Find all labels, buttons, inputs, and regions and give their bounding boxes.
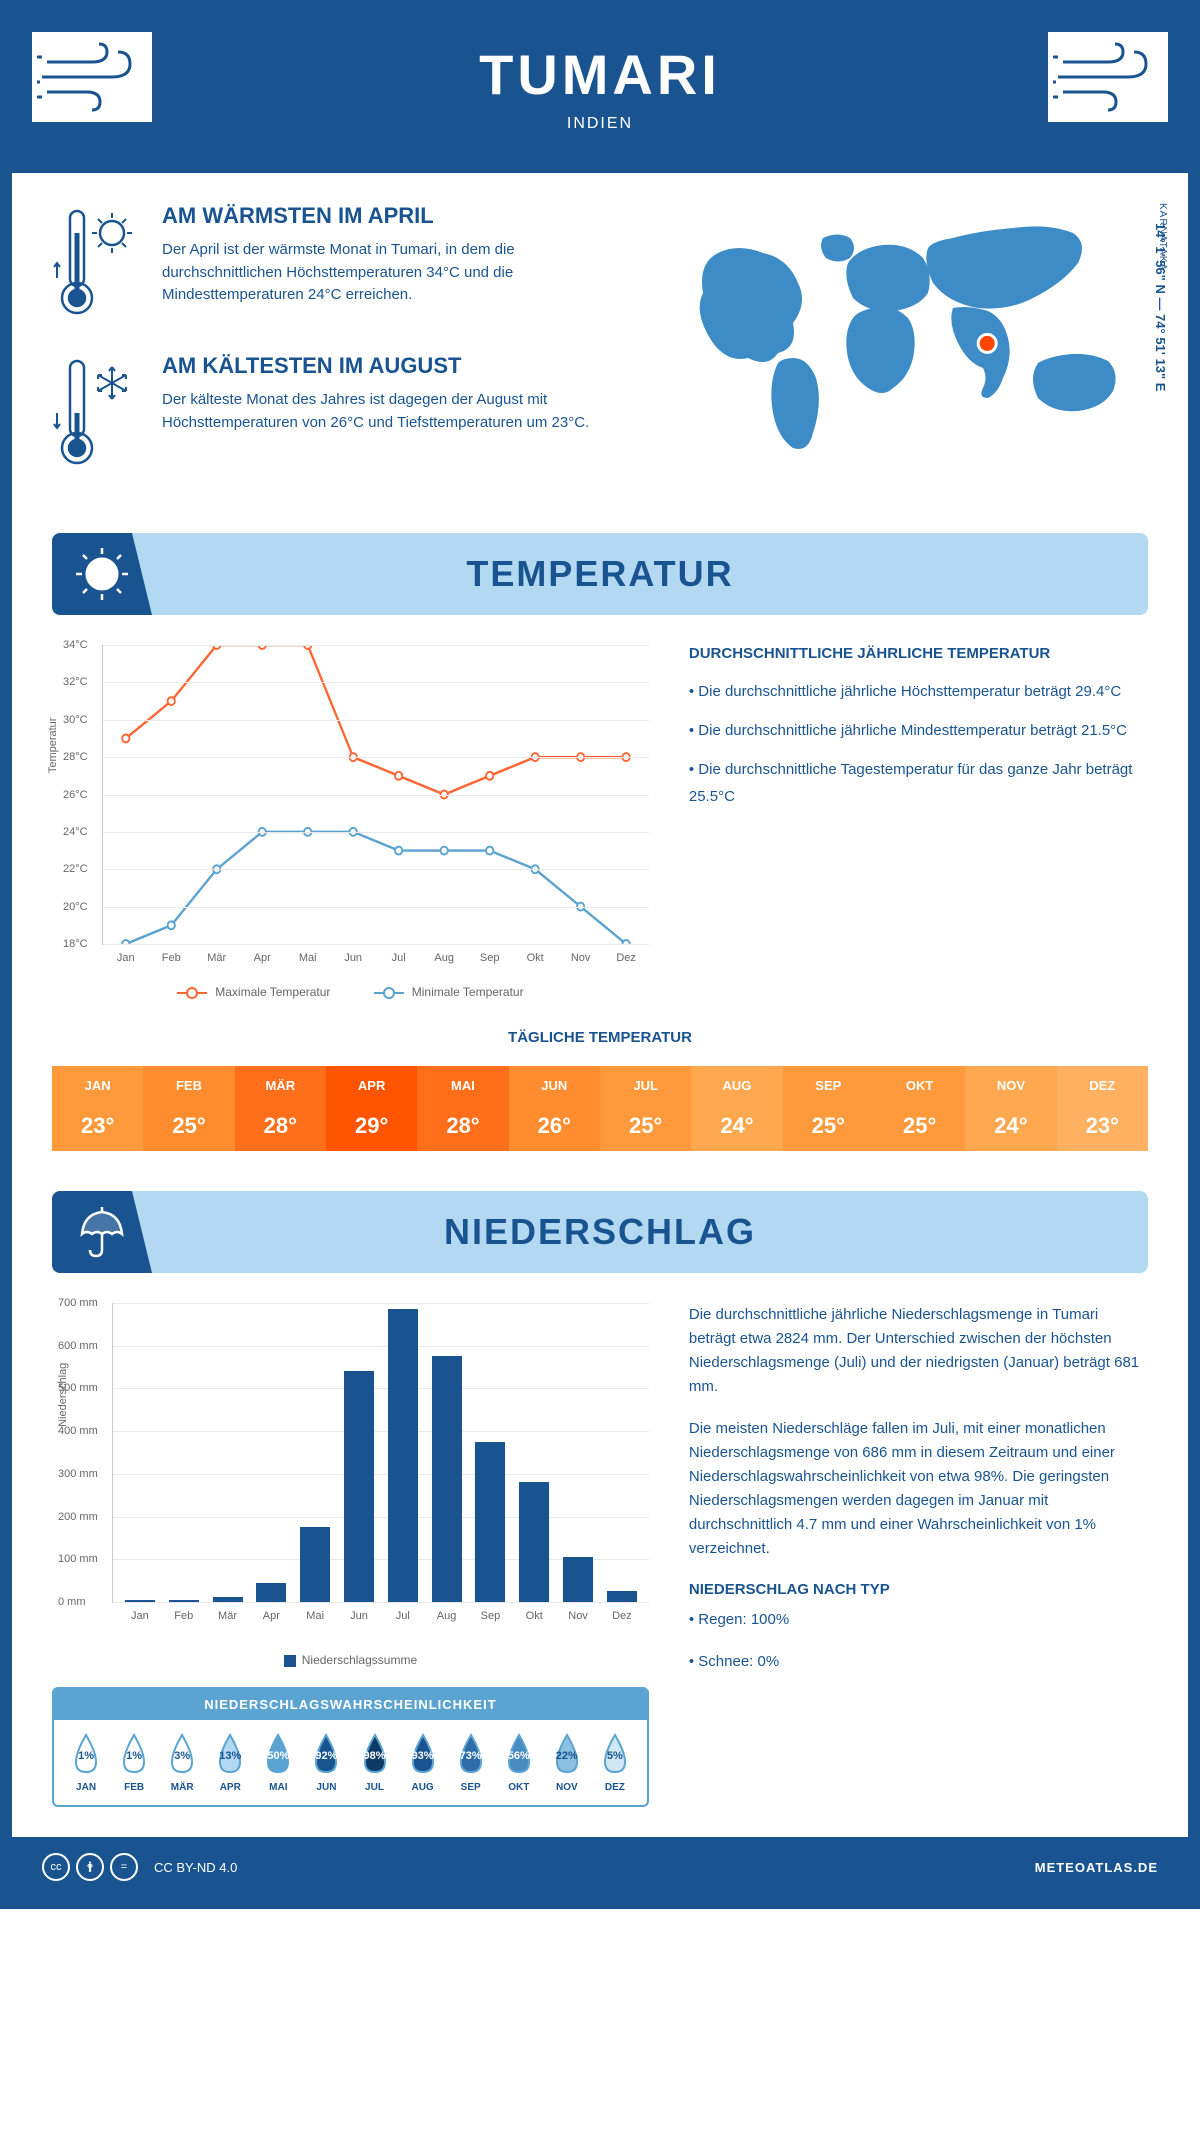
daily-temp-title: TÄGLICHE TEMPERATUR [52, 1029, 1148, 1046]
temp-table-cell: JUL25° [600, 1066, 691, 1151]
coldest-text: Der kälteste Monat des Jahres ist dagege… [162, 389, 628, 434]
temperature-line-chart: Temperatur 18°C20°C22°C24°C26°C28°C30°C3… [102, 645, 649, 945]
temp-table-cell: JAN23° [52, 1066, 143, 1151]
precip-type-title: NIEDERSCHLAG NACH TYP [689, 1581, 1148, 1598]
precip-type-snow: • Schnee: 0% [689, 1650, 1148, 1674]
prob-cell: 22% NOV [543, 1732, 591, 1793]
bar-legend-text: Niederschlagssumme [302, 1653, 417, 1667]
wind-icon [1048, 32, 1168, 122]
daily-temp-table: JAN23°FEB25°MÄR28°APR29°MAI28°JUN26°JUL2… [52, 1066, 1148, 1151]
precipitation-probability-box: NIEDERSCHLAGSWAHRSCHEINLICHKEIT 1% JAN 1… [52, 1687, 649, 1807]
coldest-title: AM KÄLTESTEN IM AUGUST [162, 353, 628, 379]
precip-type-rain: • Regen: 100% [689, 1608, 1148, 1632]
precip-bar: Jul [388, 1309, 418, 1602]
prob-cell: 98% JUL [350, 1732, 398, 1793]
precip-bar: Nov [563, 1557, 593, 1602]
precipitation-banner: NIEDERSCHLAG [52, 1191, 1148, 1273]
precip-text-1: Die durchschnittliche jährliche Niedersc… [689, 1303, 1148, 1399]
precip-text-2: Die meisten Niederschläge fallen im Juli… [689, 1417, 1148, 1561]
temp-info-bullet: • Die durchschnittliche jährliche Mindes… [689, 717, 1148, 744]
temp-info-bullet: • Die durchschnittliche jährliche Höchst… [689, 678, 1148, 705]
precipitation-bar-chart: Niederschlag 0 mm100 mm200 mm300 mm400 m… [112, 1303, 649, 1603]
location-country: INDIEN [32, 115, 1168, 133]
wind-icon [32, 32, 152, 122]
warmest-title: AM WÄRMSTEN IM APRIL [162, 203, 628, 229]
coordinates: 14° 1' 56" N — 74° 51' 13" E [1153, 223, 1168, 391]
chart-legend: Maximale Temperatur Minimale Temperatur [52, 985, 649, 999]
coldest-fact: AM KÄLTESTEN IM AUGUST Der kälteste Mona… [52, 353, 628, 473]
prob-cell: 92% JUN [302, 1732, 350, 1793]
temp-table-cell: NOV24° [965, 1066, 1056, 1151]
site-name: METEOATLAS.DE [1035, 1860, 1158, 1875]
nd-icon: = [110, 1853, 138, 1881]
legend-max: Maximale Temperatur [215, 985, 330, 999]
precip-bar: Feb [169, 1600, 199, 1602]
legend-min: Minimale Temperatur [412, 985, 524, 999]
prob-cell: 1% FEB [110, 1732, 158, 1793]
precip-bar: Sep [475, 1442, 505, 1602]
precip-bar: Jan [125, 1600, 155, 1602]
world-map: KARNATAKA 14° 1' 56" N — 74° 51' 13" E [668, 203, 1148, 503]
prob-cell: 93% AUG [399, 1732, 447, 1793]
temp-table-cell: SEP25° [783, 1066, 874, 1151]
thermometer-cold-icon [52, 353, 142, 473]
prob-cell: 5% DEZ [591, 1732, 639, 1793]
precip-bar: Dez [607, 1591, 637, 1602]
temp-table-cell: APR29° [326, 1066, 417, 1151]
temp-table-cell: OKT25° [874, 1066, 965, 1151]
temp-table-cell: JUN26° [509, 1066, 600, 1151]
prob-cell: 1% JAN [62, 1732, 110, 1793]
license-text: CC BY-ND 4.0 [154, 1860, 237, 1875]
location-title: TUMARI [32, 42, 1168, 107]
chart-y-label: Temperatur [47, 717, 59, 773]
precip-bar: Mai [300, 1527, 330, 1602]
prob-title: NIEDERSCHLAGSWAHRSCHEINLICHKEIT [54, 1689, 647, 1720]
temp-table-cell: DEZ23° [1057, 1066, 1148, 1151]
by-icon: 🛉 [76, 1853, 104, 1881]
temp-info-title: DURCHSCHNITTLICHE JÄHRLICHE TEMPERATUR [689, 645, 1148, 662]
temperature-title: TEMPERATUR [72, 553, 1128, 595]
cc-icon: cc [42, 1853, 70, 1881]
bar-legend: Niederschlagssumme [52, 1653, 649, 1667]
temp-table-cell: FEB25° [143, 1066, 234, 1151]
umbrella-icon [52, 1191, 152, 1273]
temp-table-cell: MAI28° [417, 1066, 508, 1151]
precip-bar: Mär [213, 1597, 243, 1602]
temp-table-cell: AUG24° [691, 1066, 782, 1151]
precipitation-title: NIEDERSCHLAG [72, 1211, 1128, 1253]
prob-cell: 56% OKT [495, 1732, 543, 1793]
page-footer: cc 🛉 = CC BY-ND 4.0 METEOATLAS.DE [12, 1837, 1188, 1897]
precip-bar: Apr [256, 1583, 286, 1602]
prob-cell: 73% SEP [447, 1732, 495, 1793]
precip-bar: Aug [432, 1356, 462, 1602]
temp-info-bullet: • Die durchschnittliche Tagestemperatur … [689, 756, 1148, 810]
temperature-banner: TEMPERATUR [52, 533, 1148, 615]
prob-cell: 3% MÄR [158, 1732, 206, 1793]
thermometer-hot-icon [52, 203, 142, 323]
temp-table-cell: MÄR28° [235, 1066, 326, 1151]
precip-bar: Okt [519, 1482, 549, 1602]
precip-bar: Jun [344, 1371, 374, 1602]
prob-cell: 50% MAI [254, 1732, 302, 1793]
warmest-text: Der April ist der wärmste Monat in Tumar… [162, 239, 628, 307]
sun-icon [52, 533, 152, 615]
page-header: TUMARI INDIEN [12, 12, 1188, 173]
warmest-fact: AM WÄRMSTEN IM APRIL Der April ist der w… [52, 203, 628, 323]
prob-cell: 13% APR [206, 1732, 254, 1793]
